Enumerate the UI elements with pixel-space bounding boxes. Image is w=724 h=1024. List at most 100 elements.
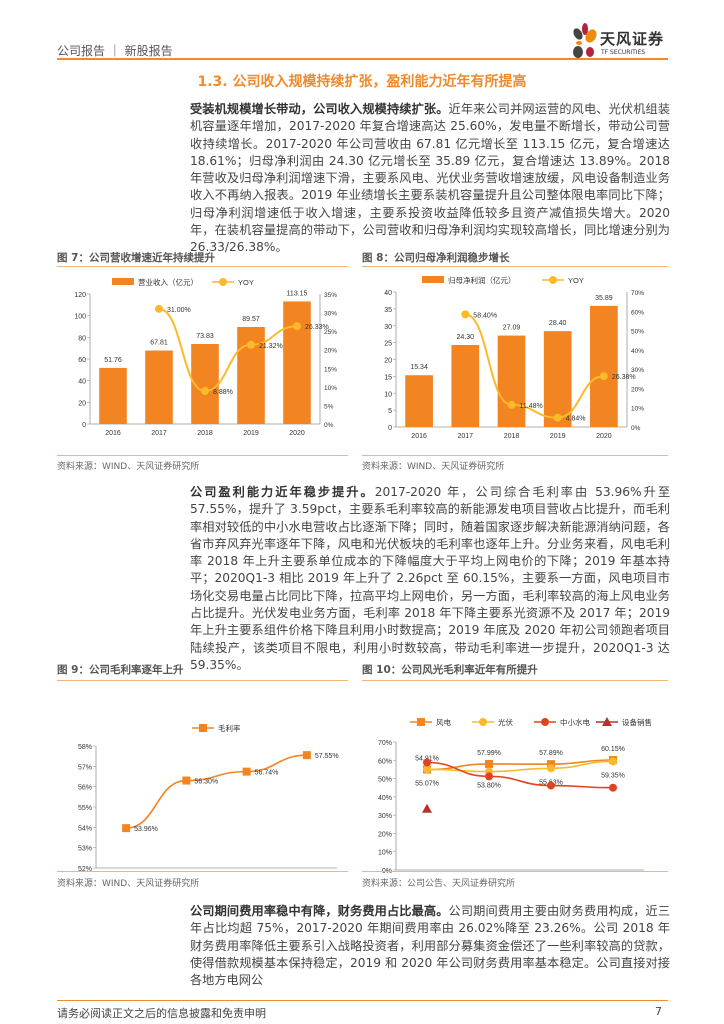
figure-10-source: 资料来源：公司公告、天风证券研究所 (362, 879, 516, 889)
logo-subtitle: TF SECURITIES (601, 49, 646, 56)
legend-marker (219, 278, 227, 286)
y-tick-label: 53% (78, 846, 92, 853)
y-tick-label: 57% (78, 764, 92, 771)
y2-tick-label: 70% (631, 290, 644, 297)
y2-tick-label: 20% (324, 348, 337, 355)
data-label: 53.80% (477, 783, 501, 790)
figure-divider (57, 680, 348, 681)
bar (99, 367, 127, 424)
data-point (422, 803, 432, 813)
y-tick-label: 60% (378, 758, 392, 765)
header-divider (57, 58, 668, 60)
paragraph-lead: 公司盈利能力近年稳步提升。 (190, 485, 375, 499)
y-tick-label: 120 (74, 292, 86, 299)
x-tick-label: 2016 (105, 430, 121, 437)
y2-tick-label: 30% (631, 367, 644, 374)
y-tick-label: 0 (82, 422, 86, 429)
x-tick-label: 2018 (197, 430, 213, 437)
figure-divider (362, 266, 668, 267)
legend-label: YOY (568, 276, 584, 285)
breadcrumb: 公司报告 ｜ 新股报告 (57, 44, 173, 58)
y-tick-label: 35 (384, 307, 392, 314)
y-tick-label: 100 (74, 314, 86, 321)
data-point (609, 757, 617, 766)
y-tick-label: 5 (388, 408, 392, 415)
series-line (426, 760, 614, 773)
data-point (553, 413, 562, 422)
y2-tick-label: 10% (324, 385, 337, 392)
data-label: 15.34 (410, 364, 428, 371)
y-tick-label: 56% (78, 785, 92, 792)
y2-tick-label: 50% (631, 329, 644, 336)
y2-tick-label: 35% (324, 292, 337, 299)
y2-tick-label: 20% (631, 386, 644, 393)
legend-marker (549, 276, 557, 284)
y2-tick-label: 25% (324, 329, 337, 336)
data-point (201, 387, 209, 396)
y-tick-label: 40 (384, 290, 392, 297)
legend-label: 光伏 (498, 717, 513, 727)
y-tick-label: 0 (388, 425, 392, 432)
legend-label: 设备销售 (622, 717, 652, 727)
chart-net-profit: 0 5 10 15 20 25 30 35 40 0% 10% 20% 30% 40% 50% 60% 70% 2… (384, 275, 644, 440)
y-tick-label: 10% (378, 850, 392, 857)
data-label: 35.89 (595, 295, 613, 302)
paragraph-lead: 公司期间费用率稳中有降，财务费用占比最高。 (190, 904, 449, 918)
legend-label: YOY (238, 278, 254, 287)
data-point (461, 310, 470, 319)
data-label: 67.81 (150, 340, 168, 347)
bar (283, 301, 311, 424)
data-point (609, 783, 617, 792)
y2-tick-label: 40% (631, 348, 644, 355)
series-line (465, 313, 605, 419)
legend-marker (541, 718, 549, 726)
data-label: 21.32% (259, 343, 283, 350)
data-label: 57.99% (477, 750, 501, 757)
x-tick-label: 2018 (504, 433, 520, 440)
data-label: 8.88% (213, 389, 233, 396)
series-line (426, 759, 614, 771)
data-label: 26.33% (305, 324, 329, 331)
data-label: 4.84% (566, 416, 586, 423)
data-point (182, 776, 191, 785)
y-tick-label: 25 (384, 341, 392, 348)
bar (145, 350, 173, 424)
y-tick-label: 54% (78, 825, 92, 832)
data-point (485, 759, 493, 768)
data-label: 60.15% (601, 746, 625, 753)
x-tick-label: 2020 (289, 430, 305, 437)
x-tick-label: 2017 (458, 433, 474, 440)
data-point (247, 340, 255, 349)
figure-8-title: 图 8：公司归母净利润稳步增长 (362, 252, 510, 264)
data-point (507, 400, 516, 409)
y-tick-label: 50% (378, 777, 392, 784)
page-number: 7 (655, 1005, 662, 1018)
data-point (423, 758, 431, 767)
paragraph-body: 2017-2020 年，公司综合毛利率由 53.96%升至 57.55%，提升了… (190, 485, 671, 672)
series-line (158, 307, 298, 393)
data-label: 58.40% (473, 312, 497, 319)
figure-7-title: 图 7：公司营收增速近年持续提升 (57, 252, 215, 264)
legend-label: 毛利率 (218, 723, 241, 733)
y2-tick-label: 60% (631, 309, 644, 316)
paragraph-body: 近年来公司并网运营的风电、光伏机组装机容量逐年增加，2017-2020 年复合增… (190, 102, 671, 255)
data-point (423, 765, 431, 774)
chart-revenue: 0 20 40 60 80 100 120 0% 5% 10% 15% 20% 25% 30% 35% 201… (74, 277, 337, 437)
data-label: 57.55% (315, 753, 339, 760)
y-tick-label: 58% (78, 744, 92, 751)
figure-9-title: 图 9：公司毛利率逐年上升 (57, 664, 184, 676)
x-tick-label: 2019 (550, 433, 566, 440)
y-tick-label: 40% (378, 795, 392, 802)
figure-8-source: 资料来源：WIND、天风证券研究所 (362, 462, 505, 472)
footer-disclaimer: 请务必阅读正文之后的信息披露和免责申明 (57, 1007, 266, 1020)
legend-marker (417, 718, 425, 726)
logo: 天风证券 TF SECURITIES (570, 22, 670, 62)
y-tick-label: 55% (78, 805, 92, 812)
y2-tick-label: 30% (324, 311, 337, 318)
y2-tick-label: 5% (324, 403, 334, 410)
x-tick-label: 2016 (411, 433, 427, 440)
y-tick-label: 10 (384, 391, 392, 398)
y2-tick-label: 10% (631, 406, 644, 413)
y-tick-label: 60 (78, 357, 86, 364)
paragraph-lead: 受装机规模增长带动，公司收入规模持续扩张。 (190, 102, 449, 116)
